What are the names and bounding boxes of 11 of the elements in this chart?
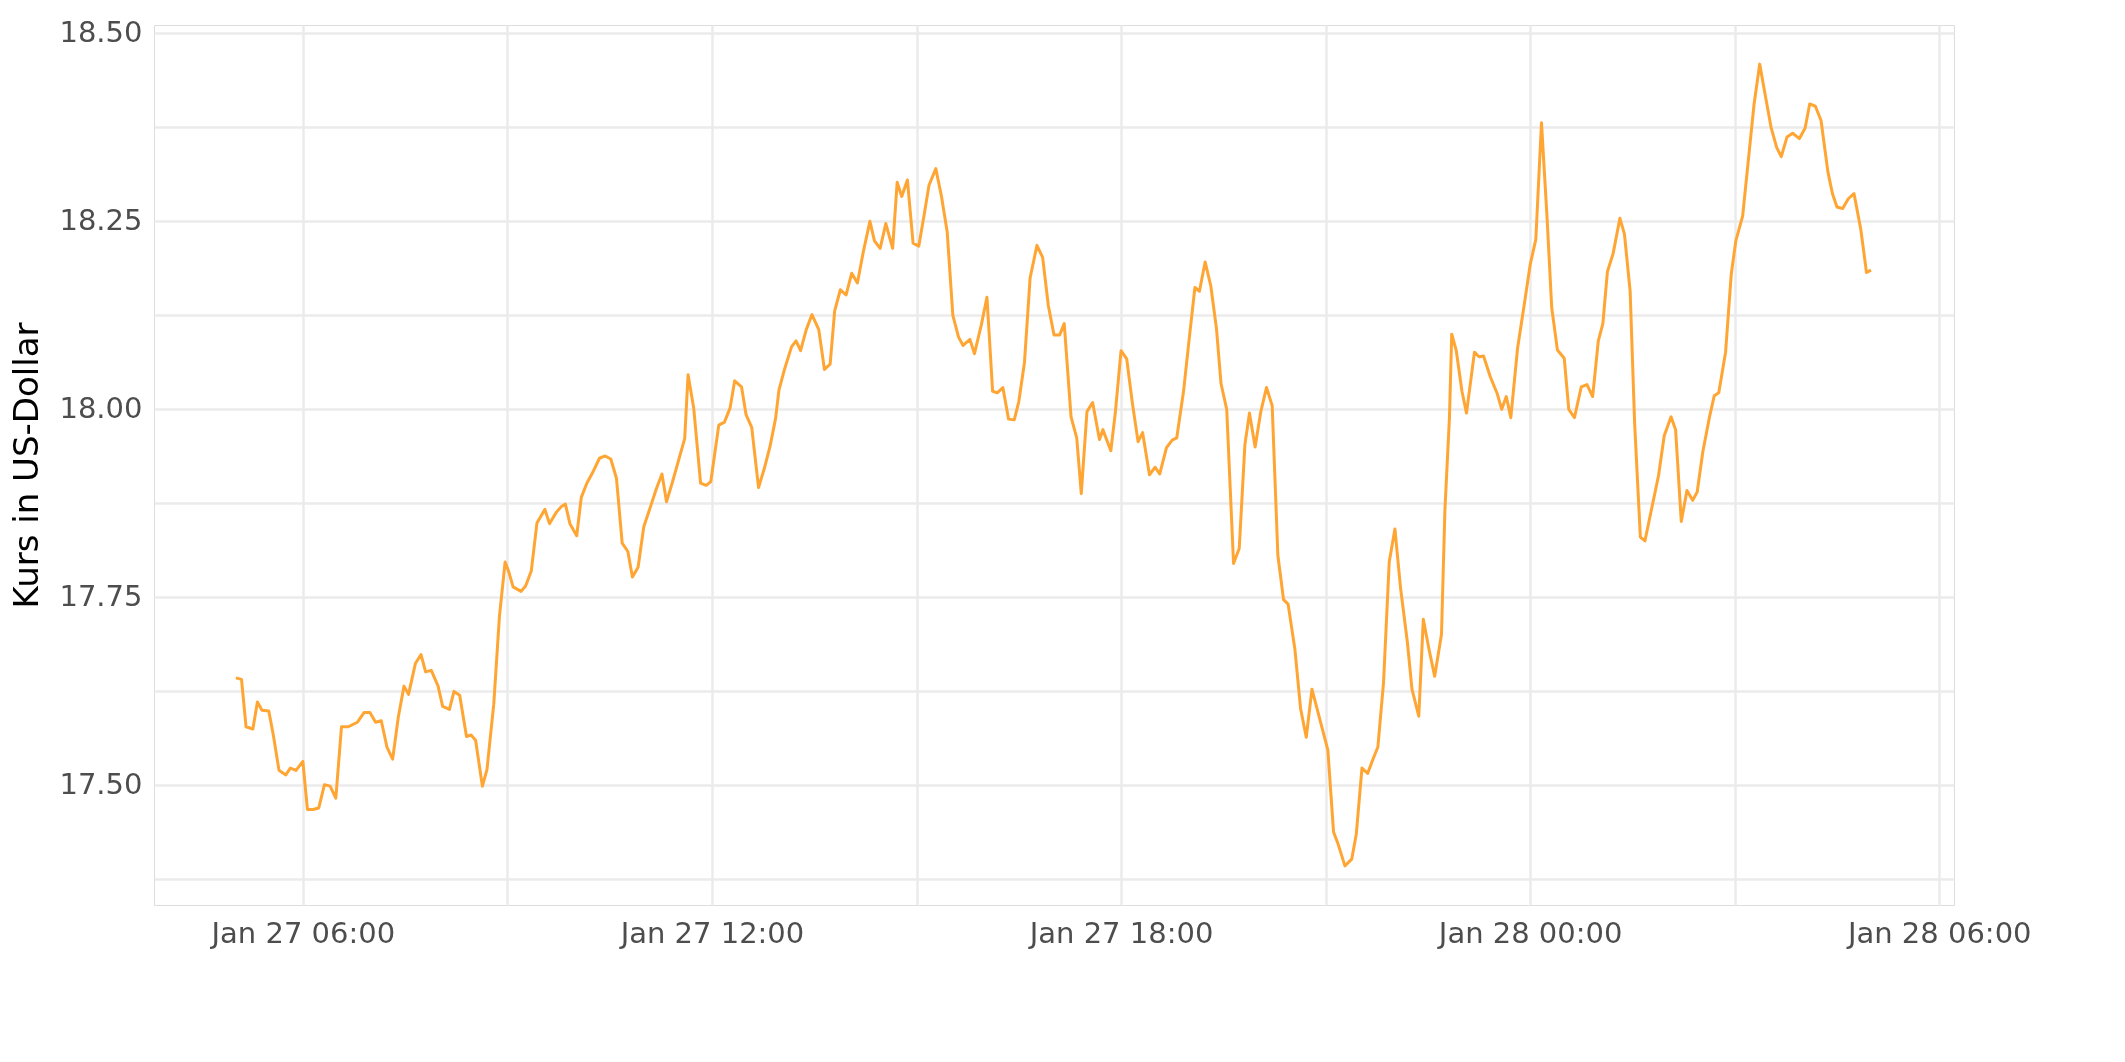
x-tick-label: Jan 27 12:00	[618, 915, 805, 950]
y-tick-label: 18.00	[59, 391, 143, 426]
x-tick-label: Jan 27 06:00	[209, 915, 396, 950]
y-tick-label: 17.50	[59, 767, 143, 802]
y-tick-label: 18.25	[59, 203, 143, 238]
y-axis-title: Kurs in US-Dollar	[6, 322, 47, 609]
x-tick-label: Jan 27 18:00	[1027, 915, 1214, 950]
y-tick-label: 17.75	[59, 579, 143, 614]
x-tick-label: Jan 28 00:00	[1436, 915, 1623, 950]
y-tick-label: 18.50	[59, 15, 143, 50]
x-tick-label: Jan 28 06:00	[1845, 915, 2032, 950]
